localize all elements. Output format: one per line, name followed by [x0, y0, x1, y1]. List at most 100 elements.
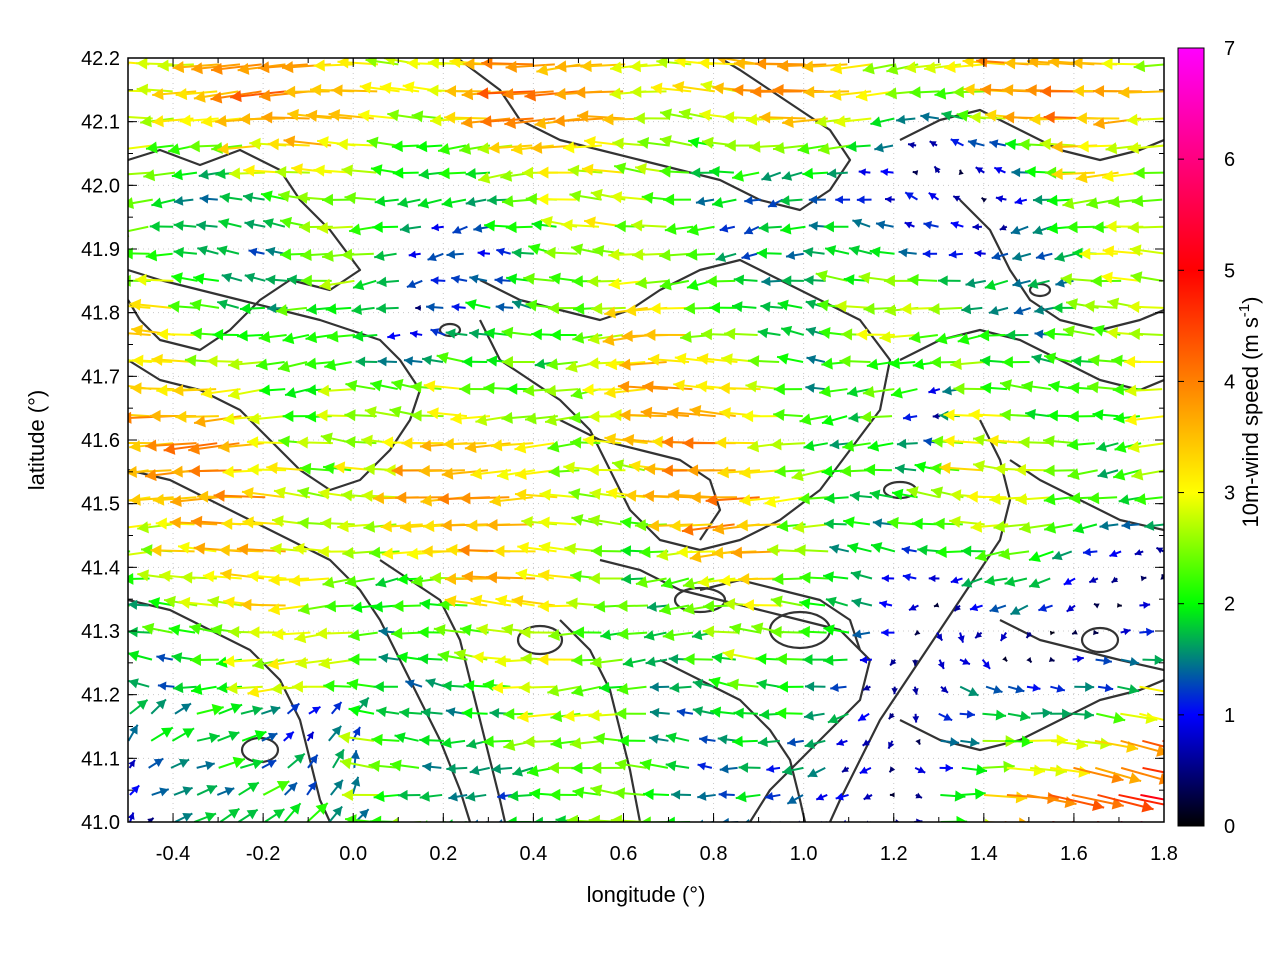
wind-vector-head: [128, 650, 140, 662]
wind-vector-head: [488, 141, 500, 154]
wind-vector: [743, 225, 760, 235]
wind-vector-head: [403, 356, 414, 366]
wind-vector-head: [222, 465, 234, 478]
wind-vector-head: [956, 815, 968, 822]
wind-vector: [341, 788, 378, 801]
wind-vector: [770, 625, 803, 639]
wind-vector: [856, 195, 872, 204]
wind-vector-head: [505, 221, 517, 234]
wind-vector-head: [101, 546, 112, 558]
wind-vector-head: [662, 629, 675, 642]
wind-vector-head: [267, 732, 278, 742]
wind-vector-head: [191, 683, 203, 695]
wind-vector-head: [550, 710, 563, 723]
wind-vector-head: [505, 60, 517, 73]
wind-vector: [932, 412, 941, 420]
wind-vector: [777, 681, 804, 693]
wind-vector-head: [351, 601, 363, 613]
wind-vector-head: [1027, 278, 1039, 289]
wind-vector-head: [808, 195, 818, 205]
wind-vector: [291, 680, 329, 693]
wind-vector-head: [219, 192, 231, 204]
wind-vector-head: [718, 790, 727, 800]
wind-vector-head: [1093, 85, 1105, 98]
wind-vector-head: [593, 600, 606, 613]
wind-vector: [248, 247, 265, 257]
wind-vector-head: [228, 625, 240, 639]
wind-vector: [862, 684, 871, 691]
y-tick-label: 41.5: [81, 494, 120, 516]
wind-vector: [914, 629, 921, 636]
contour-loop: [1080, 626, 1120, 654]
wind-vector-head: [423, 380, 436, 393]
wind-vector: [1128, 327, 1163, 341]
wind-vector: [719, 764, 738, 774]
wind-vector-head: [315, 802, 328, 815]
wind-vector: [355, 356, 378, 367]
wind-vector-head: [1038, 603, 1048, 612]
wind-vector-head: [416, 140, 428, 153]
wind-vector: [395, 491, 446, 504]
wind-vector-head: [773, 408, 785, 421]
wind-vector-head: [847, 386, 858, 398]
wind-vector: [1139, 627, 1155, 637]
wind-vector: [297, 602, 330, 615]
wind-vector: [410, 409, 444, 422]
wind-vector: [588, 514, 622, 527]
wind-vector-head: [584, 216, 596, 229]
wind-vector-head: [389, 405, 402, 418]
wind-vector-head: [647, 519, 660, 532]
wind-vector: [283, 731, 295, 742]
wind-vector-head: [454, 648, 467, 661]
wind-vector-head: [751, 622, 764, 635]
wind-vector: [1063, 577, 1076, 586]
wind-vector-head: [86, 327, 97, 339]
wind-vector-head: [756, 247, 768, 259]
wind-vector: [705, 494, 760, 507]
wind-vector-head: [1127, 141, 1140, 155]
colorbar-box: [1177, 47, 1205, 827]
wind-vector-head: [1012, 278, 1023, 288]
wind-vector: [486, 519, 534, 532]
wind-vector-head: [1088, 354, 1100, 367]
wind-vector-head: [317, 384, 330, 397]
wind-vector: [399, 223, 422, 234]
wind-vector-head: [1087, 381, 1099, 394]
wind-vector: [305, 109, 352, 122]
wind-vector-head: [198, 169, 209, 180]
wind-vector-head: [950, 221, 959, 229]
wind-vector-head: [1049, 630, 1055, 636]
wind-vector-head: [612, 137, 624, 150]
wind-vector-head: [324, 600, 337, 613]
wind-vector-head: [692, 679, 704, 690]
wind-vector-head: [870, 116, 882, 128]
wind-vector: [617, 380, 668, 393]
wind-vector-head: [563, 461, 575, 474]
wind-vectors: [86, 58, 1180, 822]
wind-vector-head: [442, 437, 454, 450]
wind-vector-head: [772, 84, 784, 97]
wind-vector-head: [928, 192, 937, 200]
wind-vector-head: [1140, 575, 1147, 582]
wind-vector-head: [152, 493, 165, 506]
wind-vector: [128, 247, 150, 260]
wind-vector: [863, 793, 873, 801]
wind-vector: [1166, 602, 1180, 610]
wind-vector-head: [230, 703, 243, 714]
wind-vector: [129, 699, 149, 715]
wind-vector: [944, 60, 985, 73]
wind-vector: [641, 191, 671, 204]
wind-vector-head: [363, 463, 376, 476]
wind-vector: [514, 467, 556, 480]
wind-vector-head: [815, 115, 827, 128]
contour-loop: [240, 736, 280, 764]
wind-vector-head: [590, 656, 602, 669]
wind-vector-head: [207, 595, 220, 608]
wind-vector-head: [408, 250, 417, 259]
wind-vector-head: [1131, 195, 1144, 208]
wind-vector-head: [228, 358, 240, 371]
wind-vector: [980, 196, 987, 203]
wind-vector: [323, 680, 352, 693]
wind-vector-head: [604, 433, 617, 446]
wind-vector-head: [1021, 380, 1034, 393]
